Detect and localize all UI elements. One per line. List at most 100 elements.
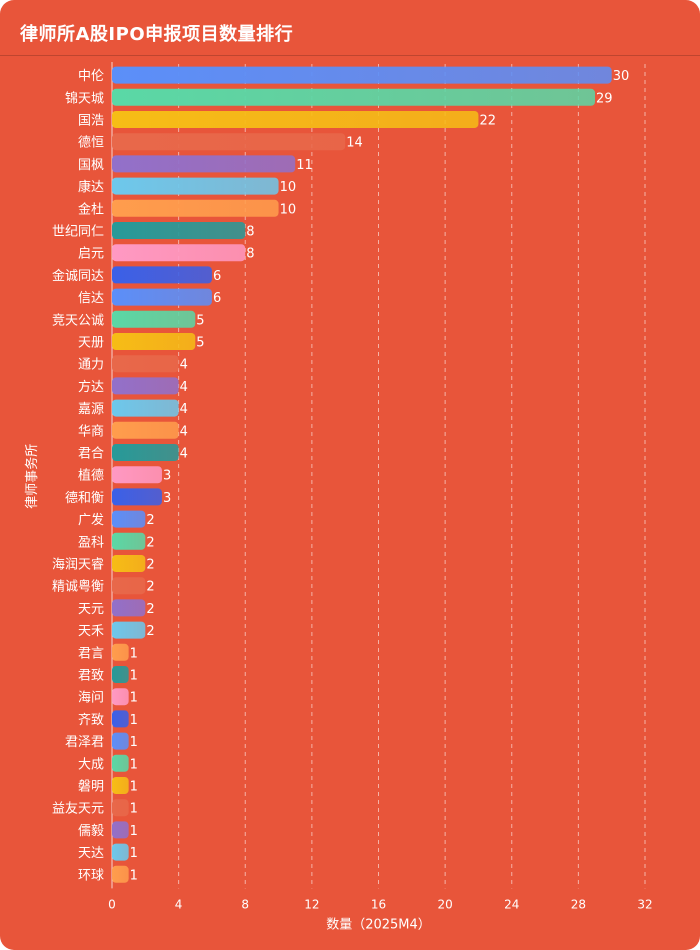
title-divider (0, 55, 700, 56)
x-tick-label: 32 (637, 897, 652, 911)
category-label: 方达 (78, 379, 104, 395)
category-label: 君合 (78, 447, 104, 462)
category-label: 嘉源 (78, 402, 104, 417)
category-label: 德和衡 (65, 491, 104, 506)
category-label: 君致 (78, 669, 104, 684)
bar (112, 199, 279, 217)
data-label: 10 (280, 202, 297, 217)
category-label: 益友天元 (52, 801, 104, 817)
category-label: 国浩 (78, 114, 104, 129)
x-tick-label: 28 (571, 897, 586, 911)
category-label: 天册 (78, 336, 104, 351)
category-label: 竞天公诚 (52, 312, 104, 328)
y-axis-title: 律师事务所 (24, 444, 40, 509)
category-label: 天禾 (78, 624, 104, 639)
data-label: 8 (246, 225, 254, 240)
bar (112, 710, 129, 728)
bar (112, 266, 212, 284)
data-label: 2 (146, 602, 154, 617)
data-label: 4 (180, 358, 188, 373)
category-label: 金杜 (78, 201, 104, 217)
category-label: 中伦 (78, 69, 104, 84)
bar (112, 88, 596, 106)
category-label: 广发 (78, 512, 104, 528)
data-label: 4 (180, 380, 188, 395)
x-tick-label: 12 (304, 897, 319, 911)
category-label: 君泽君 (65, 735, 104, 750)
bar (112, 66, 612, 84)
category-label: 信达 (78, 291, 104, 306)
bar (112, 377, 179, 395)
bar (112, 666, 129, 683)
category-label: 海问 (78, 691, 104, 706)
data-label: 1 (130, 691, 138, 706)
x-tick-label: 4 (175, 897, 183, 911)
data-label: 6 (213, 291, 221, 306)
data-label: 2 (146, 558, 154, 573)
bar (112, 577, 146, 595)
data-label: 30 (613, 69, 630, 84)
category-label: 精诚粤衡 (52, 579, 104, 595)
bar (112, 288, 212, 306)
bar (112, 244, 246, 262)
data-label: 11 (296, 158, 313, 173)
data-label: 10 (280, 180, 297, 195)
data-label: 22 (479, 114, 496, 129)
bar (112, 865, 129, 883)
data-label: 1 (130, 780, 138, 795)
data-label: 29 (596, 91, 613, 106)
bar (112, 310, 196, 328)
category-label: 世纪同仁 (52, 225, 104, 240)
bar (112, 732, 129, 750)
data-label: 2 (146, 535, 154, 550)
data-label: 8 (246, 247, 254, 262)
category-label: 儒毅 (78, 823, 104, 839)
bar (112, 599, 146, 617)
bar (112, 111, 479, 128)
data-label: 1 (130, 824, 138, 839)
bar (112, 466, 162, 484)
x-tick-label: 20 (437, 897, 452, 911)
category-label: 大成 (78, 757, 104, 772)
category-label: 磐明 (78, 780, 104, 795)
data-label: 3 (163, 469, 171, 484)
category-label: 环球 (78, 868, 104, 883)
category-label: 金诚同达 (52, 268, 104, 284)
data-label: 1 (130, 802, 138, 817)
bar (112, 510, 146, 528)
category-label: 天元 (78, 602, 104, 617)
bar (112, 754, 129, 772)
data-label: 1 (130, 735, 138, 750)
bar (112, 333, 196, 350)
data-label: 4 (180, 424, 188, 439)
category-label: 启元 (78, 247, 104, 262)
data-label: 1 (130, 646, 138, 661)
category-label: 天达 (78, 846, 104, 861)
data-label: 4 (180, 447, 188, 462)
bar (112, 177, 279, 195)
bar (112, 688, 129, 706)
bar (112, 621, 146, 639)
data-label: 1 (130, 757, 138, 772)
bar (112, 643, 129, 661)
bar (112, 155, 296, 173)
category-label: 盈科 (78, 535, 104, 550)
chart-title: 律师所A股IPO申报项目数量排行 (20, 24, 294, 45)
bar (112, 399, 179, 417)
data-label: 3 (163, 491, 171, 506)
category-label: 德恒 (78, 136, 104, 151)
bar (112, 222, 246, 239)
data-label: 6 (213, 269, 221, 284)
bar (112, 421, 179, 439)
category-label: 海润天睿 (52, 558, 104, 573)
data-label: 2 (146, 580, 154, 595)
category-label: 锦天城 (65, 91, 104, 106)
data-label: 1 (130, 868, 138, 883)
x-axis-title: 数量（2025M4） (326, 917, 431, 932)
data-label: 2 (146, 513, 154, 528)
data-label: 5 (196, 336, 204, 351)
x-tick-label: 24 (504, 897, 519, 911)
category-label: 康达 (78, 179, 104, 195)
